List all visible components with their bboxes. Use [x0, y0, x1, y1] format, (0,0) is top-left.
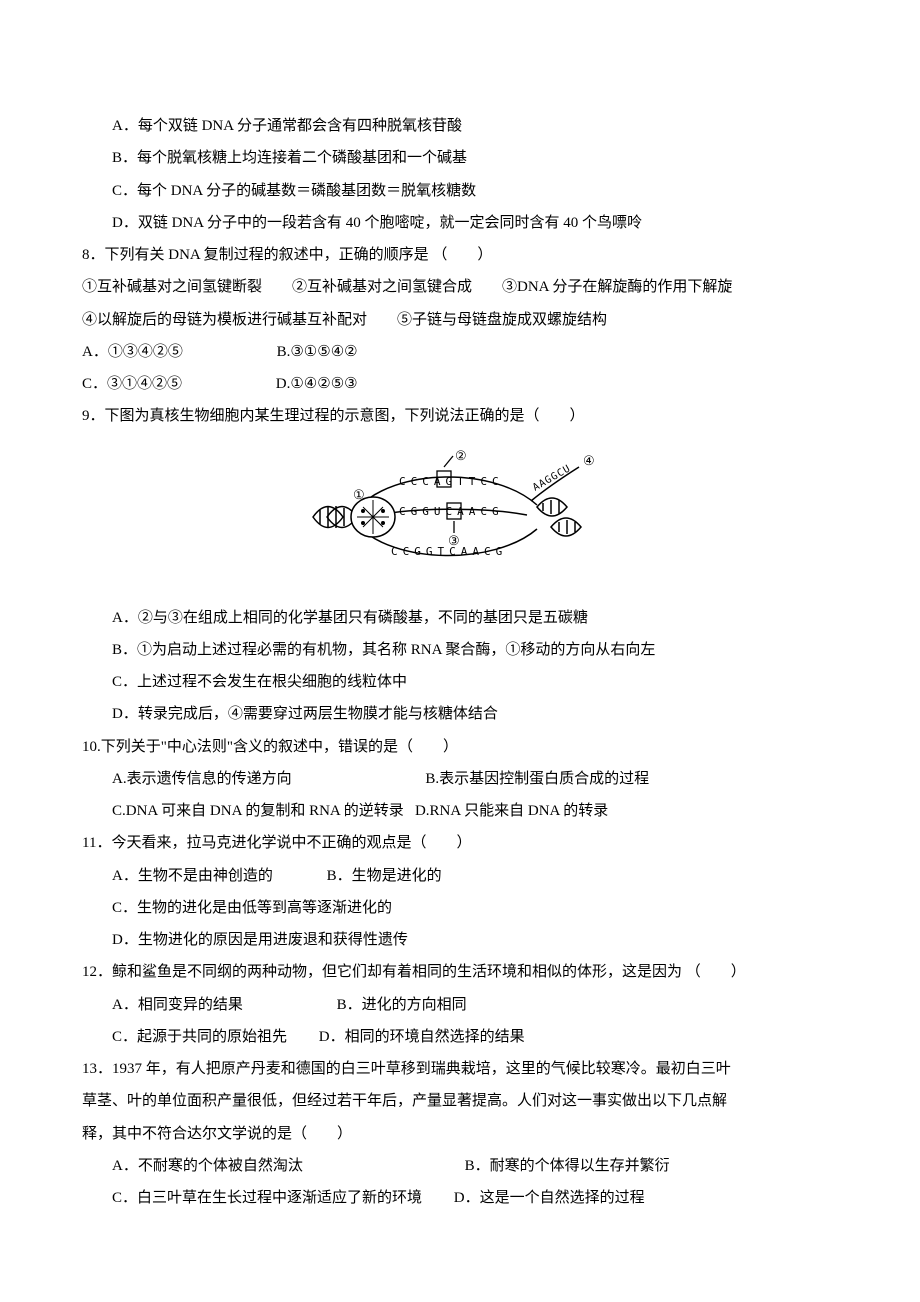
q10-option-a: A.表示遗传信息的传递方向 — [112, 771, 292, 787]
q7-option-a: A．每个双链 DNA 分子通常都会含有四种脱氧核苷酸 — [80, 110, 840, 142]
q9-option-d: D．转录完成后，④需要穿过两层生物膜才能与核糖体结合 — [80, 698, 840, 730]
q8-option-b: B.③①⑤④② — [277, 344, 358, 360]
q8-option-c: C．③①④②⑤ — [82, 376, 182, 392]
q8-options-row2: C．③①④②⑤ D.①④②⑤③ — [80, 368, 840, 400]
q8-options-row1: A．①③④②⑤ B.③①⑤④② — [80, 336, 840, 368]
q12-option-a: A．相同变异的结果 — [112, 997, 243, 1013]
q11-option-b: B．生物是进化的 — [327, 868, 442, 884]
q7-option-c: C．每个 DNA 分子的碱基数＝磷酸基团数＝脱氧核糖数 — [80, 175, 840, 207]
q9-option-c: C．上述过程不会发生在根尖细胞的线粒体中 — [80, 666, 840, 698]
q13-option-d: D．这是一个自然选择的过程 — [454, 1190, 645, 1206]
q12-row2: C．起源于共同的原始祖先 D．相同的环境自然选择的结果 — [80, 1021, 840, 1053]
q13-row1: A．不耐寒的个体被自然淘汰 B．耐寒的个体得以生存并繁衍 — [80, 1150, 840, 1182]
q7-option-d: D．双链 DNA 分子中的一段若含有 40 个胞嘧啶，就一定会同时含有 40 个… — [80, 207, 840, 239]
q13-option-b: B．耐寒的个体得以生存并繁衍 — [465, 1158, 670, 1174]
svg-text:CGGUCAACG: CGGUCAACG — [399, 505, 504, 518]
q8-option-a: A．①③④②⑤ — [82, 344, 183, 360]
q13-stem-l2: 草茎、叶的单位面积产量很低，但经过若干年后，产量显著提高。人们对这一事实做出以下… — [80, 1085, 840, 1117]
svg-text:④: ④ — [583, 453, 595, 468]
svg-text:②: ② — [455, 448, 467, 463]
q10-row1: A.表示遗传信息的传递方向 B.表示基因控制蛋白质合成的过程 — [80, 763, 840, 795]
q8-option-d: D.①④②⑤③ — [276, 376, 358, 392]
svg-text:CCCAGTTCC: CCCAGTTCC — [399, 475, 504, 488]
q11-option-a: A．生物不是由神创造的 — [112, 868, 273, 884]
q10-stem: 10.下列关于"中心法则"含义的叙述中，错误的是（ ） — [80, 731, 840, 763]
q13-row2: C．白三叶草在生长过程中逐渐适应了新的环境 D．这是一个自然选择的过程 — [80, 1182, 840, 1214]
q10-row2: C.DNA 可来自 DNA 的复制和 RNA 的逆转录 D.RNA 只能来自 D… — [80, 795, 840, 827]
q10-option-d: D.RNA 只能来自 DNA 的转录 — [415, 803, 608, 819]
q12-option-d: D．相同的环境自然选择的结果 — [319, 1029, 525, 1045]
q10-option-c: C.DNA 可来自 DNA 的复制和 RNA 的逆转录 — [112, 803, 404, 819]
q11-option-c: C．生物的进化是由低等到高等逐渐进化的 — [80, 892, 840, 924]
q9-stem: 9．下图为真核生物细胞内某生理过程的示意图，下列说法正确的是（ ） — [80, 400, 840, 432]
q13-option-c: C．白三叶草在生长过程中逐渐适应了新的环境 — [112, 1190, 422, 1206]
svg-text:AAGGCU: AAGGCU — [531, 463, 573, 494]
q8-stem: 8．下列有关 DNA 复制过程的叙述中，正确的顺序是 （ ） — [80, 239, 840, 271]
q9-diagram: ① ② ③ CCCAGTTCC CGGUCAACG CCGGTCAACG AAG… — [80, 433, 840, 602]
svg-text:①: ① — [353, 487, 365, 502]
q12-option-c: C．起源于共同的原始祖先 — [112, 1029, 287, 1045]
q8-items-1: ①互补碱基对之间氢键断裂 ②互补碱基对之间氢键合成 ③DNA 分子在解旋酶的作用… — [80, 271, 840, 303]
q12-stem: 12．鲸和鲨鱼是不同纲的两种动物，但它们却有着相同的生活环境和相似的体形，这是因… — [80, 956, 840, 988]
q11-option-d: D．生物进化的原因是用进废退和获得性遗传 — [80, 924, 840, 956]
q13-stem-l3: 释，其中不符合达尔文学说的是（ ） — [80, 1118, 840, 1150]
q7-option-b: B．每个脱氧核糖上均连接着二个磷酸基团和一个碱基 — [80, 142, 840, 174]
q9-option-a: A．②与③在组成上相同的化学基团只有磷酸基，不同的基团只是五碳糖 — [80, 602, 840, 634]
q8-items-2: ④以解旋后的母链为模板进行碱基互补配对 ⑤子链与母链盘旋成双螺旋结构 — [80, 304, 840, 336]
q13-stem-l1: 13．1937 年，有人把原产丹麦和德国的白三叶草移到瑞典栽培，这里的气候比较寒… — [80, 1053, 840, 1085]
svg-text:CCGGTCAACG: CCGGTCAACG — [391, 545, 507, 558]
q10-option-b: B.表示基因控制蛋白质合成的过程 — [425, 771, 649, 787]
q12-row1: A．相同变异的结果 B．进化的方向相同 — [80, 989, 840, 1021]
q12-option-b: B．进化的方向相同 — [337, 997, 467, 1013]
q11-stem: 11．今天看来，拉马克进化学说中不正确的观点是（ ） — [80, 827, 840, 859]
q13-option-a: A．不耐寒的个体被自然淘汰 — [112, 1158, 303, 1174]
q9-option-b: B．①为启动上述过程必需的有机物，其名称 RNA 聚合酶，①移动的方向从右向左 — [80, 634, 840, 666]
q11-row1: A．生物不是由神创造的 B．生物是进化的 — [80, 860, 840, 892]
